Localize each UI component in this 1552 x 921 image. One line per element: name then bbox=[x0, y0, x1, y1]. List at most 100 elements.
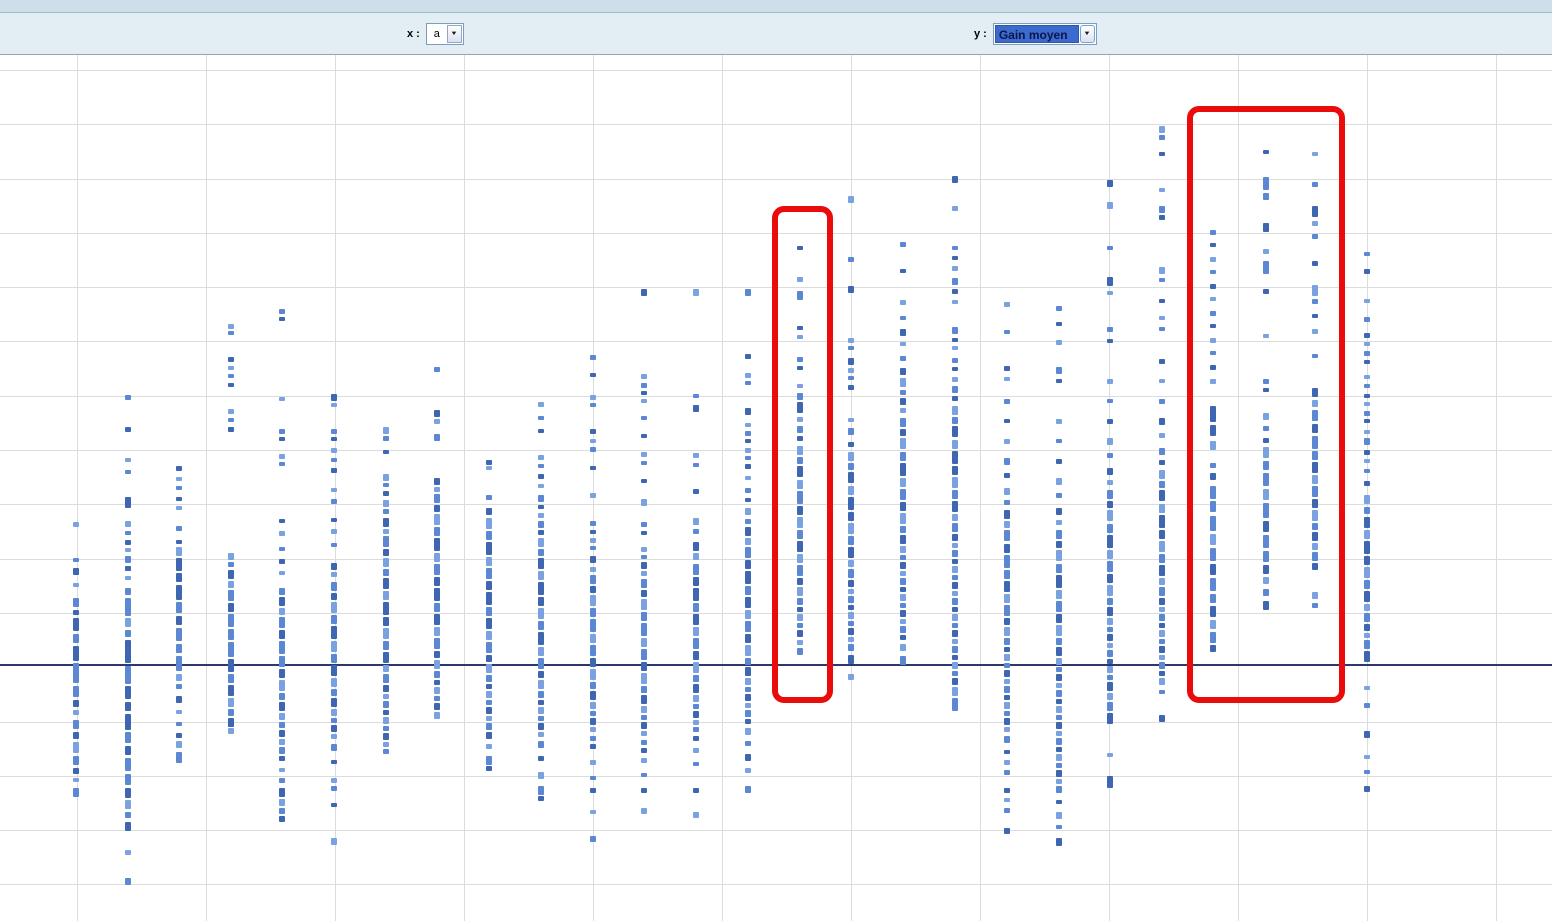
data-point-segment bbox=[1364, 438, 1370, 445]
data-point-segment bbox=[693, 727, 699, 732]
data-point-segment bbox=[590, 429, 596, 434]
data-point-segment bbox=[745, 519, 751, 524]
data-point-segment bbox=[383, 491, 389, 496]
y-axis-dropdown-button[interactable]: ▼ bbox=[1079, 24, 1095, 43]
data-point-segment bbox=[1312, 152, 1318, 156]
data-point-segment bbox=[952, 514, 958, 521]
data-point-segment bbox=[331, 437, 337, 441]
data-point-segment bbox=[1263, 379, 1269, 384]
data-point-segment bbox=[590, 521, 596, 526]
data-point-segment bbox=[590, 546, 596, 550]
data-point-segment bbox=[797, 565, 803, 576]
data-point-segment bbox=[1056, 459, 1062, 464]
data-point-segment bbox=[641, 547, 647, 552]
data-point-segment bbox=[1364, 624, 1370, 631]
data-point-segment bbox=[1056, 667, 1062, 672]
data-point-segment bbox=[1312, 354, 1318, 358]
data-point-segment bbox=[1364, 402, 1370, 406]
horizontal-gridline bbox=[0, 70, 1552, 71]
data-point-segment bbox=[383, 549, 389, 556]
data-point-segment bbox=[693, 704, 699, 709]
data-point-segment bbox=[1004, 473, 1010, 478]
data-point-segment bbox=[538, 455, 544, 460]
data-point-segment bbox=[1004, 544, 1010, 553]
data-point-segment bbox=[331, 394, 337, 401]
y-axis-control: y : Gain moyen ▼ bbox=[974, 13, 1097, 54]
data-point-segment bbox=[1263, 426, 1269, 431]
y-axis-select[interactable]: Gain moyen ▼ bbox=[992, 22, 1097, 45]
data-point-segment bbox=[228, 366, 234, 370]
data-point-segment bbox=[952, 289, 958, 294]
data-point-segment bbox=[538, 796, 544, 801]
data-point-segment bbox=[745, 431, 751, 436]
data-point-segment bbox=[1107, 339, 1113, 343]
data-point-segment bbox=[1364, 317, 1370, 322]
data-point-segment bbox=[848, 628, 854, 635]
data-point-segment bbox=[1056, 800, 1062, 804]
data-point-segment bbox=[848, 547, 854, 558]
data-point-segment bbox=[486, 664, 492, 673]
data-point-segment bbox=[1159, 267, 1165, 274]
data-point-segment bbox=[1056, 812, 1062, 819]
data-point-segment bbox=[331, 709, 337, 716]
data-point-segment bbox=[279, 799, 285, 806]
data-point-segment bbox=[745, 667, 751, 676]
data-point-segment bbox=[797, 457, 803, 464]
vertical-gridline bbox=[77, 55, 78, 921]
data-point-segment bbox=[1107, 379, 1113, 384]
data-point-segment bbox=[1210, 230, 1216, 235]
data-point-segment bbox=[538, 484, 544, 488]
data-point-segment bbox=[693, 489, 699, 494]
horizontal-gridline bbox=[0, 179, 1552, 180]
data-point-segment bbox=[1107, 659, 1113, 664]
data-point-segment bbox=[952, 451, 958, 464]
data-point-segment bbox=[279, 519, 285, 523]
data-point-segment bbox=[900, 242, 906, 247]
data-point-segment bbox=[641, 391, 647, 395]
data-point-segment bbox=[590, 727, 596, 732]
data-point-segment bbox=[1210, 501, 1216, 512]
data-point-segment bbox=[1004, 594, 1010, 603]
data-point-segment bbox=[745, 423, 751, 427]
data-point-segment bbox=[1159, 630, 1165, 637]
data-point-segment bbox=[1210, 365, 1216, 370]
data-point-segment bbox=[434, 487, 440, 492]
data-point-segment bbox=[641, 649, 647, 660]
x-axis-dropdown-button[interactable]: ▼ bbox=[446, 24, 462, 43]
data-point-segment bbox=[125, 822, 131, 831]
data-point-segment bbox=[900, 644, 906, 651]
data-point-segment bbox=[693, 529, 699, 534]
data-point-segment bbox=[383, 558, 389, 567]
data-point-segment bbox=[383, 674, 389, 683]
data-point-segment bbox=[331, 499, 337, 504]
data-point-segment bbox=[1364, 556, 1370, 565]
data-point-segment bbox=[1210, 594, 1216, 603]
data-point-segment bbox=[331, 838, 337, 845]
data-point-segment bbox=[952, 678, 958, 685]
data-point-segment bbox=[1312, 543, 1318, 550]
data-point-segment bbox=[176, 477, 182, 481]
toolbar: x : a ▼ y : Gain moyen ▼ bbox=[0, 13, 1552, 55]
data-point-segment bbox=[1364, 469, 1370, 473]
data-point-segment bbox=[1210, 632, 1216, 643]
x-axis-select[interactable]: a ▼ bbox=[425, 22, 464, 45]
data-point-segment bbox=[1004, 458, 1010, 465]
data-point-segment bbox=[383, 500, 389, 507]
data-point-segment bbox=[900, 656, 906, 665]
data-point-segment bbox=[1056, 638, 1062, 645]
data-point-segment bbox=[538, 558, 544, 569]
data-point-segment bbox=[1056, 508, 1062, 515]
data-point-segment bbox=[848, 512, 854, 521]
data-point-segment bbox=[745, 439, 751, 443]
data-point-segment bbox=[538, 647, 544, 656]
data-point-segment bbox=[693, 662, 699, 673]
data-point-segment bbox=[900, 390, 906, 395]
data-point-segment bbox=[434, 577, 440, 586]
data-point-segment bbox=[538, 549, 544, 556]
data-point-segment bbox=[538, 707, 544, 714]
data-point-segment bbox=[1364, 613, 1370, 622]
data-point-segment bbox=[125, 540, 131, 545]
data-point-segment bbox=[641, 662, 647, 671]
data-point-segment bbox=[1364, 686, 1370, 690]
